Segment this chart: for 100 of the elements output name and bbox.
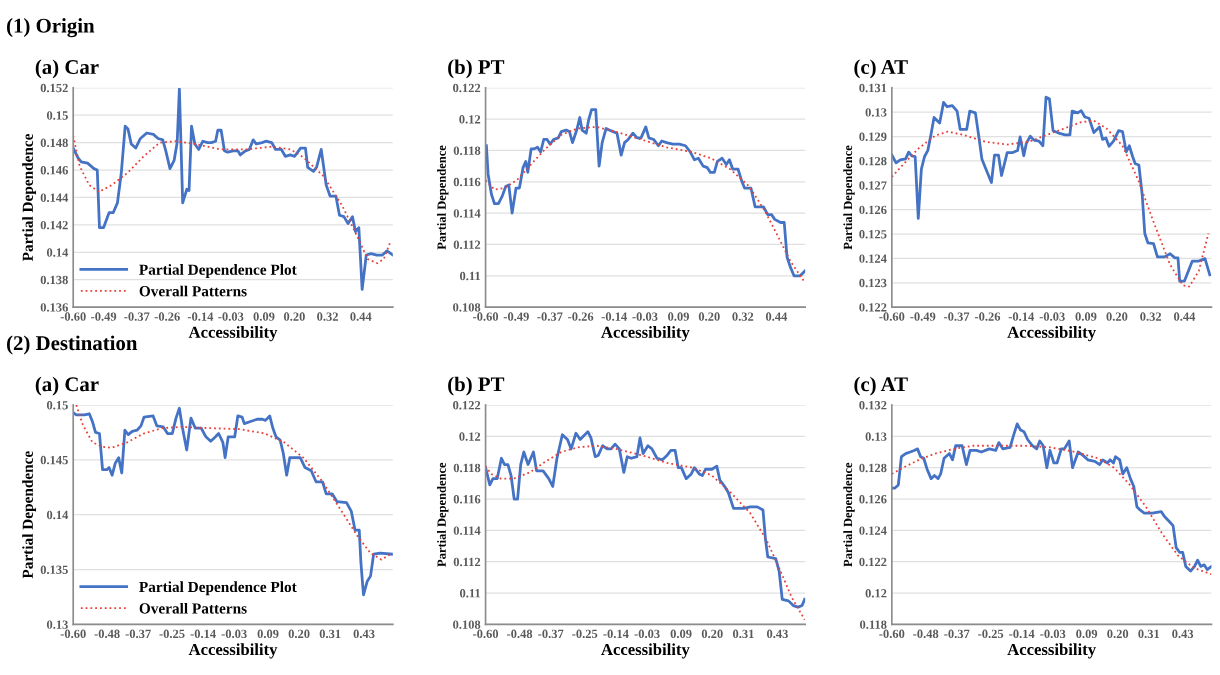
y-tick-label: 0.13: [865, 108, 887, 117]
x-tick-label: -0.48: [507, 629, 533, 639]
x-tick-label: -0.37: [943, 312, 970, 321]
y-tick-label: 0.14: [46, 510, 69, 520]
x-tick-label: -0.48: [94, 629, 120, 639]
x-tick-label: -0.37: [124, 312, 150, 321]
x-tick-label: -0.14: [603, 629, 629, 639]
x-tick-label: 0.43: [353, 629, 375, 639]
x-tick-label: 0.20: [698, 312, 720, 321]
x-tick-label: 0.09: [253, 312, 275, 321]
x-tick-label: -0.03: [218, 312, 244, 321]
x-tick-label: 0.20: [1107, 629, 1129, 639]
y-tick-label: 0.144: [40, 193, 69, 202]
y-tick-label: 0.118: [860, 620, 887, 629]
x-tick-label: -0.49: [503, 312, 529, 321]
y-tick-label: 0.146: [40, 166, 68, 175]
y-tick-label: 0.112: [453, 557, 481, 567]
y-tick-label: 0.108: [453, 303, 481, 312]
x-axis-title: Accessibility: [1007, 326, 1096, 342]
y-tick-label: 0.14: [46, 248, 69, 257]
legend-label: Partial Dependence Plot: [139, 581, 297, 596]
y-tick-label: 0.136: [40, 303, 68, 312]
x-axis-title: Accessibility: [1007, 643, 1096, 659]
y-tick-label: 0.124: [859, 526, 887, 535]
x-tick-label: 0.09: [668, 312, 689, 321]
x-tick-label: -0.60: [473, 629, 499, 639]
line-series: [891, 444, 1212, 576]
x-axis-title: Accessibility: [601, 326, 690, 342]
y-tick-label: 0.142: [40, 220, 68, 230]
x-tick-label: -0.25: [572, 629, 598, 639]
y-tick-label: 0.15: [46, 111, 68, 120]
x-tick-label: -0.14: [1008, 312, 1035, 321]
y-tick-label: 0.11: [459, 271, 481, 281]
y-tick-label: 0.12: [865, 589, 887, 598]
x-tick-label: -0.26: [974, 312, 1001, 321]
x-tick-label: 0.20: [283, 312, 305, 321]
y-tick-label: 0.145: [40, 455, 68, 465]
y-tick-label: 0.129: [859, 132, 887, 142]
y-tick-label: 0.128: [859, 463, 887, 473]
x-tick-label: 0.09: [670, 629, 692, 639]
x-axis-title: Accessibility: [188, 326, 278, 342]
text: (2) Destination: [7, 335, 138, 355]
y-tick-label: 0.116: [453, 495, 481, 504]
y-tick-label: 0.127: [859, 181, 887, 190]
y-tick-label: 0.116: [453, 177, 481, 187]
x-tick-label: 0.20: [1106, 312, 1128, 321]
x-tick-label: -0.49: [910, 312, 936, 321]
y-tick-label: 0.108: [453, 620, 481, 629]
x-tick-label: -0.26: [154, 312, 180, 321]
x-tick-label: 0.44: [1173, 312, 1196, 321]
x-tick-label: -0.25: [159, 629, 185, 639]
x-tick-label: 0.31: [319, 629, 341, 639]
x-axis-title: Accessibility: [188, 643, 278, 659]
x-tick-label: 0.09: [257, 629, 279, 639]
x-tick-label: -0.60: [879, 312, 905, 321]
y-tick-label: 0.118: [453, 463, 481, 473]
text: (1) Origin: [7, 18, 95, 38]
y-axis-title: Partial Dependence: [437, 462, 449, 567]
x-tick-label: 0.44: [350, 312, 372, 321]
x-tick-label: -0.37: [944, 629, 970, 639]
x-tick-label: -0.03: [1040, 629, 1066, 639]
x-tick-label: 0.32: [732, 312, 754, 321]
x-tick-label: 0.20: [288, 629, 310, 639]
y-tick-label: 0.13: [46, 620, 68, 629]
y-tick-label: 0.152: [40, 83, 68, 93]
y-tick-label: 0.122: [859, 303, 887, 312]
x-tick-label: 0.20: [701, 629, 723, 639]
x-tick-label: -0.03: [632, 312, 658, 321]
y-tick-label: 0.12: [459, 432, 481, 441]
x-tick-label: -0.49: [91, 312, 117, 321]
x-tick-label: -0.60: [60, 312, 86, 321]
y-tick-label: 0.122: [859, 557, 887, 567]
y-tick-label: 0.148: [40, 138, 68, 148]
y-tick-label: 0.124: [859, 254, 887, 263]
x-tick-label: -0.25: [978, 629, 1004, 639]
x-tick-label: -0.14: [187, 312, 214, 321]
y-tick-label: 0.135: [40, 565, 68, 575]
y-axis-title: Partial Dependence: [22, 133, 37, 262]
y-tick-label: 0.138: [40, 275, 68, 285]
y-tick-label: 0.126: [859, 205, 887, 215]
y-tick-label: 0.122: [453, 83, 481, 93]
x-tick-label: 0.09: [1075, 312, 1097, 321]
y-tick-label: 0.131: [859, 83, 887, 93]
legend-label: Overall Patterns: [139, 285, 247, 297]
x-tick-label: -0.26: [568, 312, 594, 321]
y-axis-title: Partial Dependence: [843, 145, 855, 250]
line-series: [75, 405, 393, 561]
x-tick-label: -0.60: [60, 629, 86, 639]
x-tick-label: -0.14: [601, 312, 627, 321]
x-tick-label: -0.14: [1009, 629, 1035, 639]
y-tick-label: 0.112: [453, 240, 481, 249]
line-series: [73, 406, 393, 597]
chart-title: (c) AT: [854, 59, 908, 79]
legend-label: Partial Dependence Plot: [139, 264, 297, 278]
x-tick-label: -0.03: [1039, 312, 1065, 321]
y-tick-label: 0.13: [865, 432, 887, 441]
line-series: [891, 422, 1212, 573]
y-tick-label: 0.114: [453, 209, 481, 218]
y-tick-label: 0.15: [46, 401, 68, 410]
y-axis-title: Partial Dependence: [22, 451, 37, 579]
